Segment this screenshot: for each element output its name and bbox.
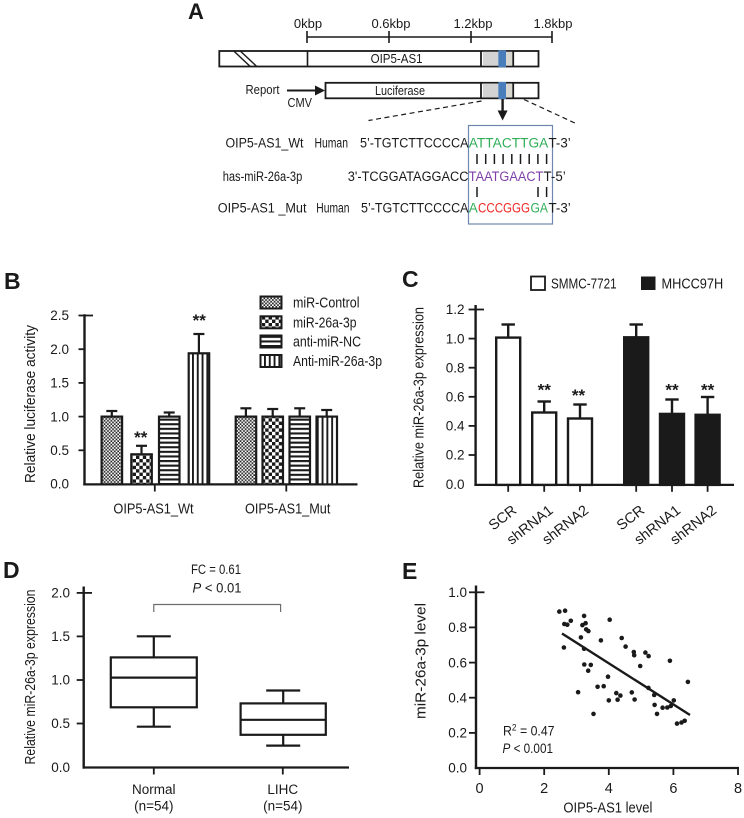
svg-text:E: E — [402, 558, 417, 584]
svg-text:P < 0.001: P < 0.001 — [503, 740, 554, 756]
svg-text:2.5: 2.5 — [50, 308, 69, 323]
svg-text:Relative miR-26a-3p expression: Relative miR-26a-3p expression — [23, 590, 39, 765]
svg-text:1.2: 1.2 — [446, 302, 465, 317]
svg-text:1.5: 1.5 — [51, 629, 70, 644]
svg-text:CMV: CMV — [288, 96, 313, 110]
svg-text:Normal: Normal — [132, 782, 176, 797]
svg-text:OIP5-AS1 level: OIP5-AS1 level — [563, 801, 652, 817]
svg-text:anti-miR-NC: anti-miR-NC — [293, 335, 361, 351]
svg-text:miR-26a-3p level: miR-26a-3p level — [414, 603, 430, 719]
svg-text:C: C — [402, 266, 419, 292]
svg-text:Human: Human — [316, 201, 349, 216]
svg-text:OIP5-AS1_Mut: OIP5-AS1_Mut — [245, 502, 330, 518]
svg-text:1.0: 1.0 — [51, 673, 70, 688]
svg-text:Luciferase: Luciferase — [375, 83, 425, 98]
svg-text:8: 8 — [734, 781, 742, 797]
svg-text:**: ** — [538, 381, 552, 400]
svg-text:0.8: 0.8 — [446, 360, 465, 375]
svg-text:1.0: 1.0 — [446, 331, 465, 346]
svg-text:B: B — [4, 268, 21, 294]
svg-text:OIP5-AS1: OIP5-AS1 — [371, 51, 423, 66]
svg-text:**: ** — [665, 381, 679, 400]
svg-text:0.6kbp: 0.6kbp — [371, 16, 410, 31]
svg-text:miR-Control: miR-Control — [293, 296, 360, 312]
svg-text:0.2: 0.2 — [448, 726, 467, 741]
svg-text:6: 6 — [669, 781, 677, 797]
svg-text:has-miR-26a-3p: has-miR-26a-3p — [223, 169, 303, 184]
svg-text:0.4: 0.4 — [446, 419, 465, 434]
svg-text:Human: Human — [315, 136, 349, 151]
svg-text:**: ** — [193, 311, 207, 330]
svg-text:miR-26a-3p: miR-26a-3p — [293, 315, 357, 331]
svg-text:0.6: 0.6 — [448, 655, 467, 670]
svg-text:0.0: 0.0 — [51, 760, 70, 775]
svg-text:2.0: 2.0 — [50, 342, 69, 357]
svg-text:**: ** — [572, 386, 586, 405]
svg-text:0.5: 0.5 — [50, 443, 69, 458]
svg-text:2.0: 2.0 — [51, 586, 70, 601]
svg-text:GA: GA — [531, 201, 549, 216]
svg-text:0.2: 0.2 — [446, 448, 465, 463]
svg-text:Anti-miR-26a-3p: Anti-miR-26a-3p — [293, 354, 382, 370]
svg-text:2: 2 — [540, 781, 548, 797]
svg-text:4: 4 — [605, 781, 613, 797]
svg-text:5’-TGTCTTCCCCA: 5’-TGTCTTCCCCA — [361, 201, 469, 216]
svg-text:0.5: 0.5 — [51, 716, 70, 731]
svg-text:FC = 0.61: FC = 0.61 — [191, 562, 241, 577]
svg-text:T-5’: T-5’ — [544, 169, 566, 184]
svg-text:1.0: 1.0 — [50, 409, 69, 424]
svg-text:LIHC: LIHC — [267, 782, 298, 797]
svg-text:3'-TCGGATAGGACC: 3'-TCGGATAGGACC — [348, 169, 469, 184]
svg-text:0.0: 0.0 — [448, 761, 467, 776]
svg-text:0.0: 0.0 — [50, 477, 69, 492]
svg-text:Relative miR-26a-3p expression: Relative miR-26a-3p expression — [412, 307, 428, 488]
svg-text:A: A — [188, 0, 204, 24]
svg-text:R2 = 0.47: R2 = 0.47 — [503, 722, 555, 739]
svg-text:Relative luciferase activity: Relative luciferase activity — [23, 324, 39, 483]
svg-text:**: ** — [701, 381, 715, 400]
svg-text:5’-TGTCTTCCCCA: 5’-TGTCTTCCCCA — [360, 136, 469, 151]
svg-text:(n=54): (n=54) — [263, 799, 302, 814]
svg-text:T-3’: T-3’ — [549, 201, 571, 216]
svg-text:Report: Report — [246, 82, 280, 97]
svg-text:A: A — [469, 201, 478, 216]
svg-text:1.8kbp: 1.8kbp — [533, 16, 572, 31]
svg-text:0.6: 0.6 — [446, 390, 465, 405]
svg-text:OIP5-AS1_Wt: OIP5-AS1_Wt — [226, 136, 304, 151]
svg-text:(n=54): (n=54) — [134, 799, 173, 814]
svg-text:0kbp: 0kbp — [294, 16, 322, 31]
svg-text:0: 0 — [476, 781, 484, 797]
svg-text:OIP5-AS1 _Mut: OIP5-AS1 _Mut — [218, 201, 307, 216]
svg-text:1.5: 1.5 — [50, 376, 69, 391]
svg-text:D: D — [3, 557, 20, 583]
svg-text:**: ** — [134, 428, 148, 447]
svg-text:T-3’: T-3’ — [549, 136, 571, 151]
svg-text:ATTACTTGA: ATTACTTGA — [469, 136, 549, 151]
svg-text:0.0: 0.0 — [446, 477, 465, 492]
svg-text:1.2kbp: 1.2kbp — [453, 16, 492, 31]
svg-text:CCCGGG: CCCGGG — [478, 201, 530, 216]
svg-text:P < 0.01: P < 0.01 — [193, 581, 242, 596]
svg-text:SMMC-7721: SMMC-7721 — [551, 277, 617, 293]
svg-text:0.4: 0.4 — [448, 690, 467, 705]
svg-text:TAATGAACT: TAATGAACT — [469, 169, 544, 184]
svg-text:OIP5-AS1_Wt: OIP5-AS1_Wt — [113, 502, 193, 518]
svg-text:1.0: 1.0 — [448, 585, 467, 600]
svg-text:MHCC97H: MHCC97H — [662, 277, 724, 293]
svg-text:0.8: 0.8 — [448, 620, 467, 635]
